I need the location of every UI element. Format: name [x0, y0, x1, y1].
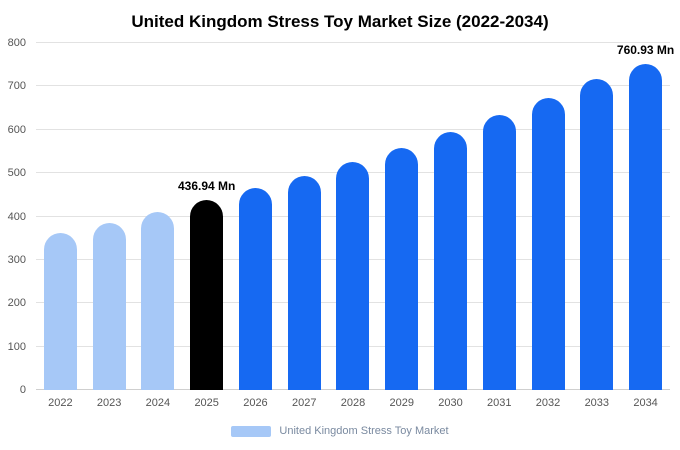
- bar-column-2032: [524, 43, 573, 390]
- gridline-800: [36, 42, 670, 43]
- legend-item-uk-stress-toy-market[interactable]: United Kingdom Stress Toy Market: [231, 425, 449, 437]
- bar-column-2034: 760.93 Mn: [617, 43, 674, 390]
- legend-swatch: [231, 425, 272, 437]
- bar-column-2023: [85, 43, 134, 390]
- y-tick-label-400: 400: [7, 210, 26, 223]
- x-tick-label-2023: 2023: [96, 397, 122, 409]
- bar-column-2026: [231, 43, 280, 390]
- y-tick-label-300: 300: [7, 253, 26, 266]
- x-tick-label-2029: 2029: [389, 397, 414, 409]
- bar-column-2030: [426, 43, 475, 390]
- y-axis: 0 100 200 300 400 500 600 700 800: [0, 37, 28, 396]
- bar-value-label-2025: 436.94 Mn: [178, 179, 236, 194]
- bar-2033[interactable]: [580, 79, 614, 390]
- bar-column-2033: [572, 43, 621, 390]
- bar-column-2022: [36, 43, 85, 390]
- bar-column-2025: 436.94 Mn: [178, 43, 235, 390]
- bar-column-2028: [329, 43, 378, 390]
- x-tick-label-2034: 2034: [633, 397, 658, 409]
- bar-column-2024: [134, 43, 183, 390]
- bar-series: 436.94 Mn 760.93 Mn: [36, 43, 674, 390]
- bar-column-2029: [377, 43, 426, 390]
- bar-2027[interactable]: [287, 175, 321, 390]
- x-tick-label-2028: 2028: [340, 397, 366, 409]
- bar-2031[interactable]: [482, 115, 516, 390]
- bar-2032[interactable]: [531, 98, 565, 390]
- y-tick-label-600: 600: [7, 123, 26, 136]
- y-tick-label-100: 100: [7, 340, 26, 353]
- bar-2030[interactable]: [434, 131, 467, 390]
- bar-2025[interactable]: [190, 200, 224, 390]
- bar-2023[interactable]: [92, 222, 126, 390]
- y-tick-label-0: 0: [19, 384, 26, 396]
- x-tick-label-2030: 2030: [438, 397, 463, 409]
- x-tick-label-2025: 2025: [194, 397, 219, 409]
- x-axis: 2022 2023 2024 2025 2026 2027 2028 2029 2030 2031…: [36, 397, 670, 409]
- x-tick-label-2024: 2024: [145, 397, 171, 409]
- bar-2022[interactable]: [43, 232, 77, 390]
- gridline-700: [36, 85, 670, 87]
- chart-title: United Kingdom Stress Toy Market Size (2…: [131, 12, 549, 31]
- bar-column-2027: [280, 43, 329, 390]
- x-tick-label-2033: 2033: [584, 397, 610, 409]
- x-tick-label-2032: 2032: [535, 397, 561, 409]
- bar-2034[interactable]: [629, 64, 663, 390]
- y-tick-label-800: 800: [7, 37, 26, 49]
- bar-2029[interactable]: [385, 147, 419, 390]
- gridline-600: [36, 128, 670, 130]
- y-tick-label-700: 700: [7, 80, 26, 93]
- x-tick-label-2022: 2022: [48, 397, 73, 409]
- bar-2026[interactable]: [238, 188, 272, 390]
- y-tick-label-200: 200: [7, 297, 26, 310]
- plot-area: 436.94 Mn 760.93 Mn: [36, 42, 674, 390]
- x-tick-label-2027: 2027: [291, 397, 317, 409]
- x-tick-label-2031: 2031: [487, 397, 512, 409]
- bar-column-2031: [475, 43, 524, 390]
- bar-2024[interactable]: [141, 211, 175, 390]
- legend-label: United Kingdom Stress Toy Market: [279, 425, 449, 437]
- y-tick-label-500: 500: [7, 167, 26, 180]
- bar-2028[interactable]: [336, 161, 370, 390]
- legend: United Kingdom Stress Toy Market: [0, 425, 680, 437]
- bar-value-label-2034: 760.93 Mn: [616, 43, 675, 57]
- x-tick-label-2026: 2026: [243, 397, 268, 409]
